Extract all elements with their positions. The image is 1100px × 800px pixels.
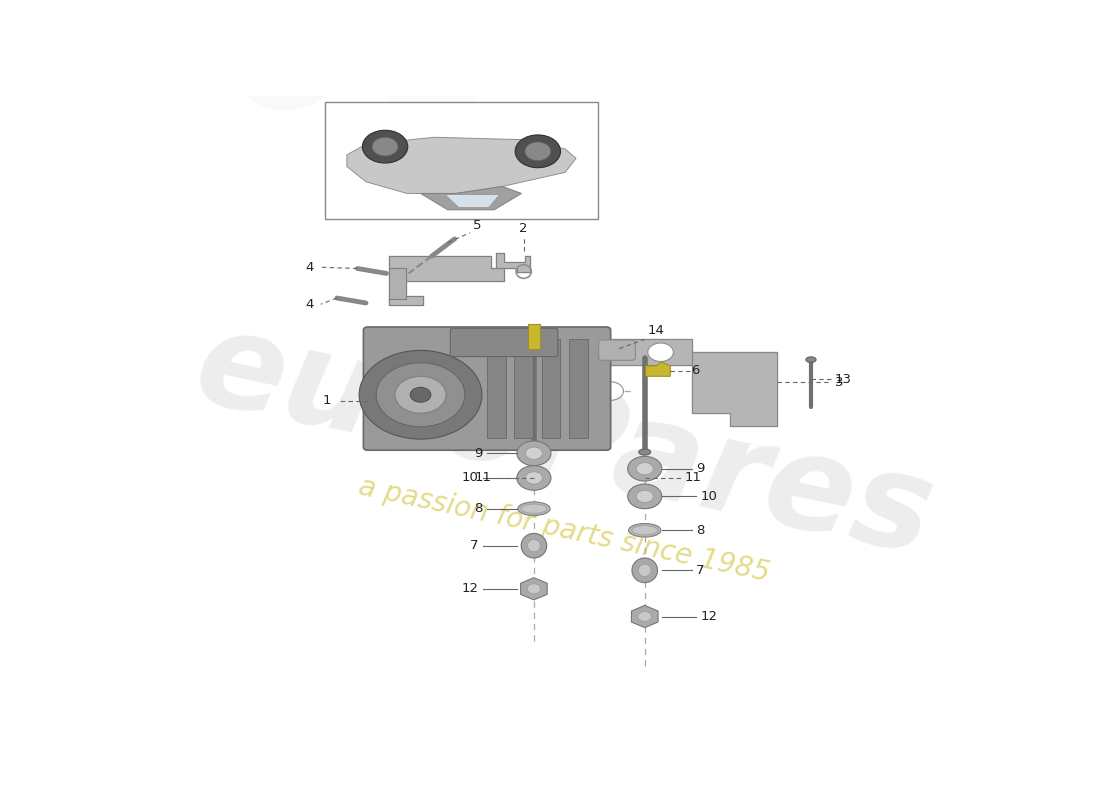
Circle shape — [628, 456, 662, 481]
Circle shape — [648, 343, 673, 362]
Ellipse shape — [628, 523, 661, 537]
Polygon shape — [646, 362, 670, 376]
Text: a passion for parts since 1985: a passion for parts since 1985 — [355, 473, 772, 587]
Circle shape — [359, 350, 482, 439]
Text: 4: 4 — [306, 298, 313, 310]
FancyBboxPatch shape — [363, 327, 610, 450]
Bar — [528, 324, 540, 349]
Circle shape — [638, 611, 651, 622]
Polygon shape — [495, 253, 530, 271]
Polygon shape — [389, 269, 406, 302]
Text: 3: 3 — [835, 376, 844, 389]
Ellipse shape — [528, 449, 540, 455]
Text: 7: 7 — [696, 564, 704, 577]
Text: 5: 5 — [473, 218, 481, 231]
Text: 10: 10 — [462, 471, 478, 485]
Text: 4: 4 — [306, 261, 313, 274]
Circle shape — [410, 387, 431, 402]
Polygon shape — [420, 186, 521, 210]
Text: 9: 9 — [474, 446, 483, 460]
Bar — [326, 102, 598, 219]
Text: 14: 14 — [647, 325, 664, 338]
Circle shape — [527, 584, 541, 594]
Ellipse shape — [528, 539, 540, 552]
Circle shape — [372, 138, 398, 156]
Ellipse shape — [631, 558, 658, 582]
Text: 12: 12 — [462, 582, 478, 595]
Circle shape — [517, 466, 551, 490]
Text: 2: 2 — [519, 222, 528, 235]
Text: 11: 11 — [474, 471, 492, 485]
Text: 13: 13 — [835, 373, 851, 386]
Circle shape — [517, 441, 551, 466]
Text: 9: 9 — [696, 462, 704, 475]
Polygon shape — [520, 578, 547, 600]
Text: euroPares: euroPares — [184, 301, 944, 581]
Text: 8: 8 — [696, 524, 704, 537]
Polygon shape — [346, 138, 576, 194]
Ellipse shape — [518, 502, 550, 515]
Circle shape — [598, 382, 624, 400]
Bar — [515, 339, 534, 438]
Circle shape — [362, 130, 408, 163]
Circle shape — [395, 376, 447, 414]
Polygon shape — [446, 194, 499, 207]
Circle shape — [525, 142, 551, 161]
Bar — [569, 339, 587, 438]
Polygon shape — [389, 256, 504, 281]
Circle shape — [526, 472, 542, 484]
Bar — [487, 339, 506, 438]
Text: 7: 7 — [470, 539, 478, 552]
FancyBboxPatch shape — [598, 340, 636, 360]
Bar — [541, 339, 560, 438]
Polygon shape — [590, 339, 777, 426]
Ellipse shape — [639, 449, 651, 455]
Text: 12: 12 — [700, 610, 717, 623]
Ellipse shape — [638, 564, 651, 577]
Ellipse shape — [521, 534, 547, 558]
Text: 8: 8 — [474, 502, 483, 515]
Text: 1: 1 — [322, 394, 331, 407]
Circle shape — [376, 362, 465, 426]
Ellipse shape — [521, 504, 547, 514]
Text: 11: 11 — [685, 471, 702, 485]
Polygon shape — [389, 296, 424, 306]
Text: 6: 6 — [692, 364, 700, 378]
Polygon shape — [631, 606, 658, 628]
Ellipse shape — [631, 526, 658, 535]
Circle shape — [515, 135, 561, 168]
Circle shape — [636, 490, 653, 502]
Circle shape — [636, 462, 653, 475]
Circle shape — [628, 484, 662, 509]
Text: 10: 10 — [700, 490, 717, 503]
Circle shape — [526, 447, 542, 459]
Ellipse shape — [806, 357, 816, 362]
FancyBboxPatch shape — [450, 328, 558, 357]
